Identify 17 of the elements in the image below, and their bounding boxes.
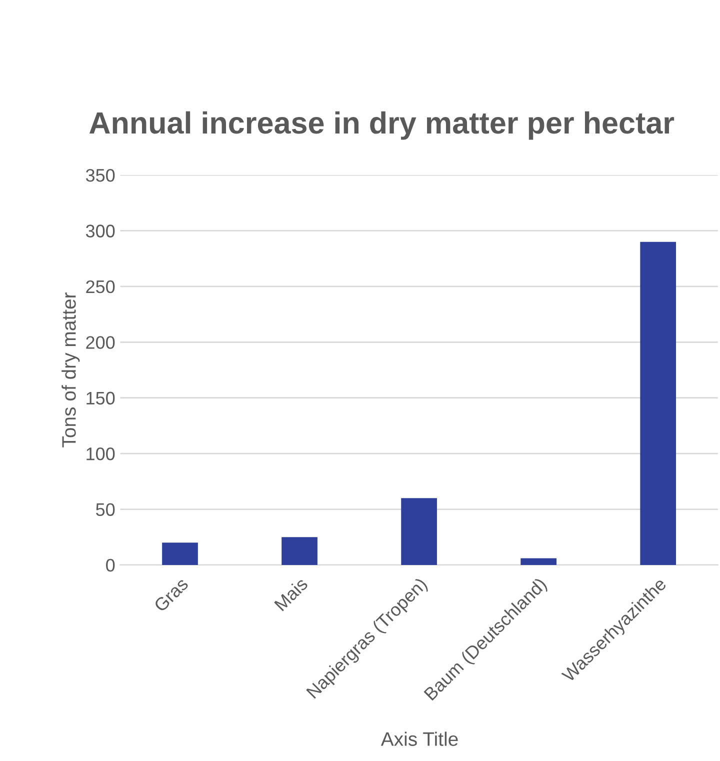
x-tick-label: Gras	[153, 576, 189, 612]
y-tick-label: 350	[86, 168, 115, 182]
y-tick-label: 100	[86, 447, 115, 460]
y-tick-label: 50	[96, 503, 115, 516]
y-tick-label: 250	[86, 280, 115, 294]
bar	[162, 542, 198, 565]
y-tick-label: 200	[86, 336, 115, 349]
bar	[401, 498, 437, 565]
bar	[282, 537, 318, 565]
chart-title: Annual increase in dry matter per hectar	[89, 111, 674, 140]
bar	[520, 558, 556, 565]
bar	[640, 242, 676, 565]
y-tick-label: 150	[86, 392, 115, 405]
y-axis-title: Tons of dry matter	[62, 292, 80, 448]
x-axis-title: Axis Title	[380, 732, 458, 746]
y-tick-label: 0	[106, 558, 115, 572]
y-tick-label: 300	[86, 224, 115, 238]
